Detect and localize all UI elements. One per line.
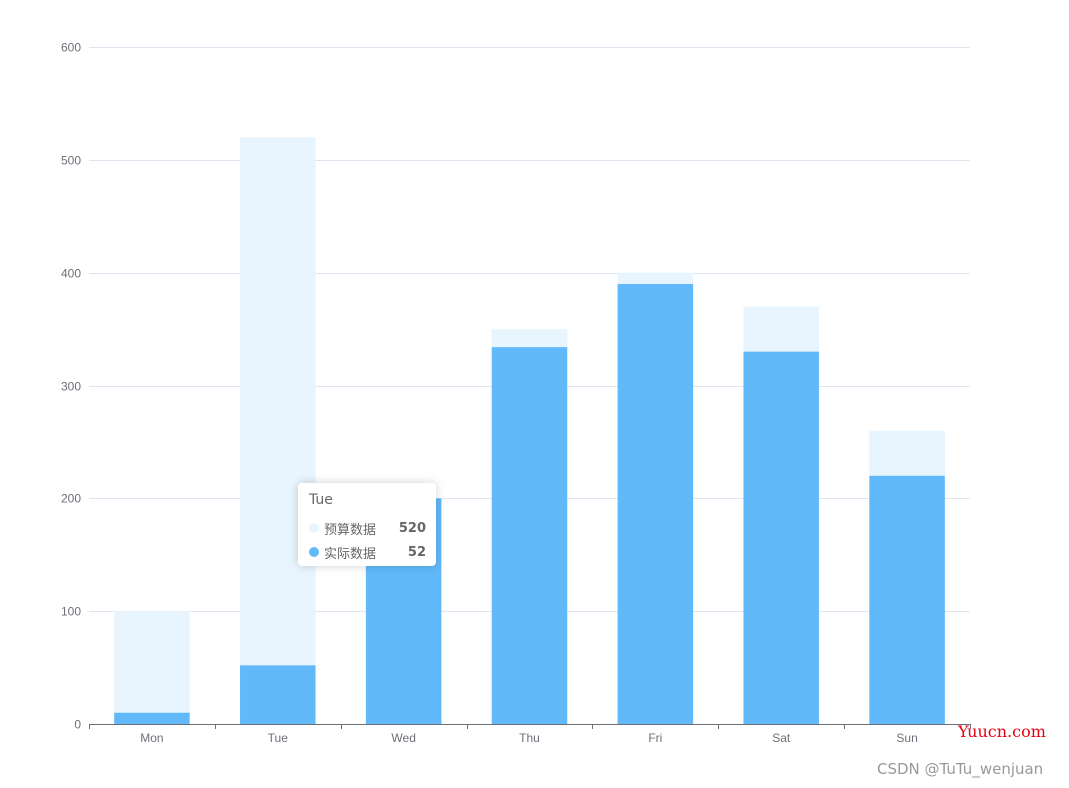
bar-budget	[240, 137, 316, 724]
bars	[114, 137, 945, 724]
legend-dot-actual	[309, 547, 319, 557]
tooltip-row-budget: 预算数据 520	[309, 516, 426, 540]
bar-actual	[114, 712, 190, 724]
tooltip-row-actual: 实际数据 52	[309, 540, 426, 564]
y-tick-label: 400	[61, 267, 81, 281]
y-tick-label: 600	[61, 41, 81, 55]
tooltip-title: Tue	[309, 492, 333, 508]
chart-tooltip: Tue 预算数据 520 实际数据 52	[298, 483, 436, 566]
tooltip-series-name: 实际数据	[324, 546, 377, 562]
bar-actual	[491, 347, 568, 724]
y-tick-label: 0	[74, 718, 81, 732]
bar-actual	[240, 665, 316, 724]
y-tick-label: 100	[61, 605, 81, 619]
legend-dot-budget	[309, 523, 319, 533]
author-watermark: CSDN @TuTu_wenjuan	[877, 760, 1044, 778]
x-tick-label: Fri	[648, 731, 662, 745]
bar-budget	[114, 611, 190, 724]
site-watermark: Yuucn.com	[958, 722, 1046, 741]
x-tick-label: Sun	[896, 731, 917, 745]
axes: 0 100 200 300 400 500 600 Mon Tue Wed Thu Fri Sat Sun	[61, 41, 971, 745]
x-tick-label: Wed	[391, 731, 415, 745]
y-tick-label: 300	[61, 380, 81, 394]
bar-actual	[743, 351, 819, 724]
x-tick-label: Tue	[268, 731, 289, 745]
tooltip-series-value: 52	[407, 544, 426, 560]
tooltip-series-name: 预算数据	[324, 522, 377, 538]
y-tick-label: 500	[61, 154, 81, 168]
x-tick-label: Sat	[772, 731, 791, 745]
bar-actual	[617, 283, 694, 724]
y-tick-label: 200	[61, 492, 81, 506]
x-tick-label: Mon	[140, 731, 163, 745]
tooltip-series-value: 520	[398, 520, 426, 536]
x-tick-label: Thu	[519, 731, 540, 745]
bar-actual	[869, 475, 945, 724]
